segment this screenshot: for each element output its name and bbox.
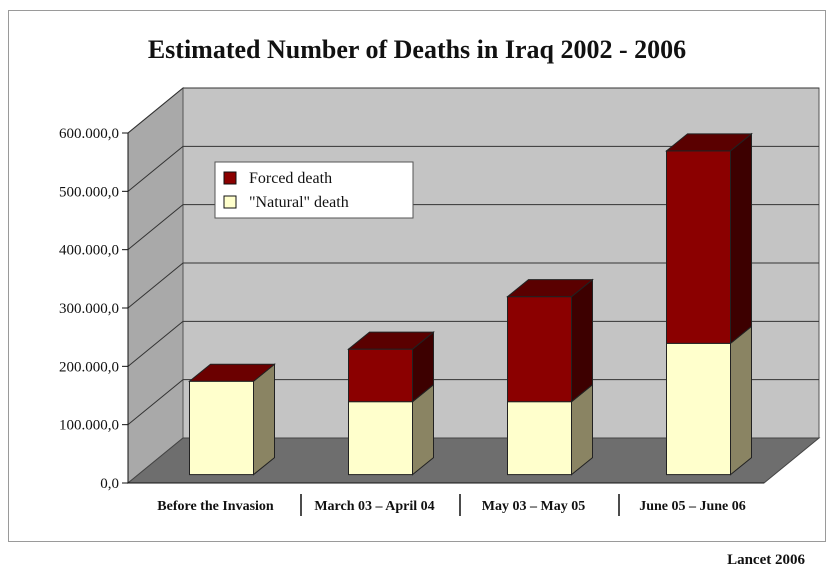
chart-title: Estimated Number of Deaths in Iraq 2002 … — [147, 35, 687, 64]
bar-segment — [507, 401, 572, 476]
y-tick-label: 300.000,0 — [59, 301, 119, 317]
gridline — [127, 204, 819, 251]
legend-label: "Natural" death — [249, 194, 349, 211]
bar-top — [188, 363, 276, 382]
bar-side — [571, 278, 593, 403]
legend-swatch — [223, 171, 237, 185]
bar-segment — [666, 342, 731, 476]
bar-side — [253, 363, 275, 476]
bar-side — [730, 132, 752, 345]
bar-segment — [666, 150, 731, 344]
gridline — [127, 379, 819, 426]
gridline — [127, 87, 819, 134]
bar-segment — [189, 380, 254, 476]
bar-segment — [507, 296, 572, 403]
bar-segment — [348, 348, 413, 403]
gridline — [127, 145, 819, 192]
y-tick-label: 0,0 — [100, 476, 119, 492]
x-category-label: Before the Invasion — [157, 499, 274, 514]
gridline — [127, 320, 819, 367]
bar-chart: 0,0 100.000,0 200.000,0 300.000,0 400.000,0 5… — [59, 86, 821, 516]
bar-side — [730, 325, 752, 476]
bar-top — [665, 133, 753, 152]
source-label: Lancet 2006 — [727, 552, 805, 568]
bar-top — [506, 279, 594, 298]
x-category-label: June 05 – June 06 — [639, 499, 746, 514]
bar-segment — [348, 401, 413, 476]
y-tick-label: 400.000,0 — [59, 243, 119, 259]
y-tick-label: 200.000,0 — [59, 359, 119, 375]
bar-top — [347, 331, 435, 350]
legend-box — [214, 161, 414, 219]
y-tick-label: 500.000,0 — [59, 184, 119, 200]
x-category-label: March 03 – April 04 — [314, 499, 434, 514]
gridline — [127, 262, 819, 309]
legend-label: Forced death — [249, 170, 332, 187]
y-tick-label: 600.000,0 — [59, 126, 119, 142]
x-category-label: May 03 – May 05 — [482, 499, 585, 514]
legend-swatch — [223, 195, 237, 209]
y-tick-label: 100.000,0 — [59, 418, 119, 434]
